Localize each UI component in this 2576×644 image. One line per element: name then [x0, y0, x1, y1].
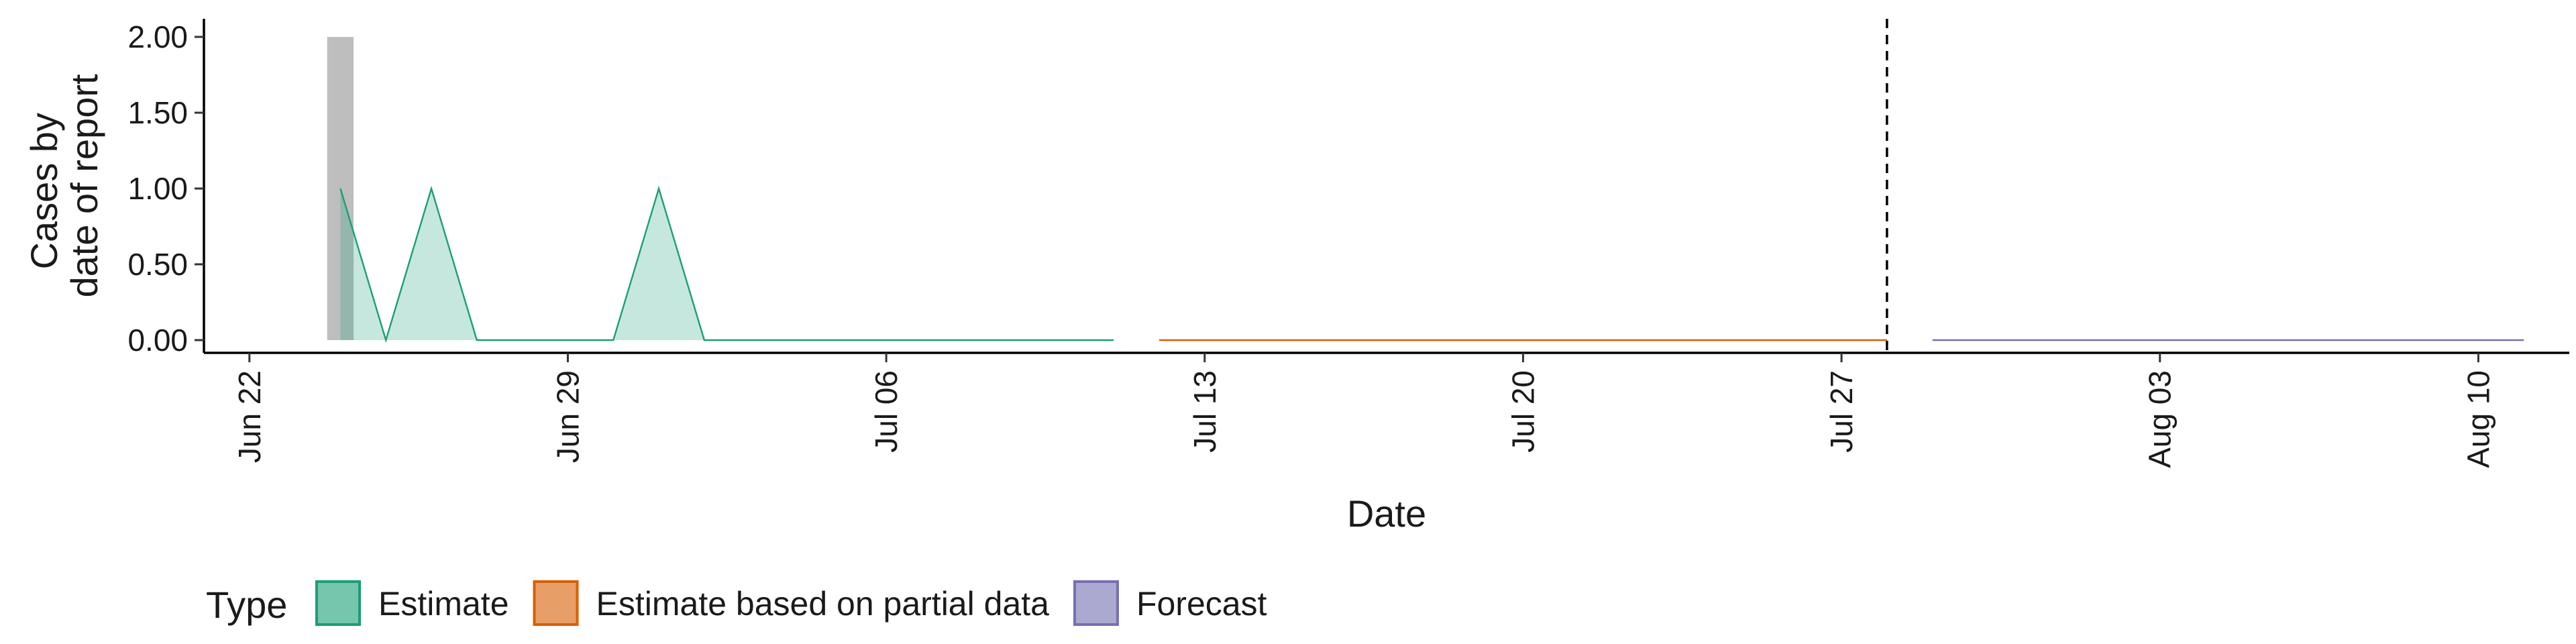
x-axis: Jun 22 Jun 29 Jul 06 Jul 13 Jul 20 Jul 27 Aug … — [204, 352, 2569, 468]
x-tick-label: Jul 27 — [1824, 370, 1859, 453]
plot-panel — [327, 19, 2524, 353]
x-tick-label: Aug 10 — [2461, 370, 2496, 468]
x-tick-label: Jul 13 — [1187, 370, 1222, 453]
y-tick-label: 0.50 — [127, 247, 188, 282]
x-tick-label: Jul 06 — [869, 370, 904, 453]
legend-item-estimate: Estimate — [315, 580, 509, 626]
y-axis-title: Cases by date of report — [23, 74, 105, 298]
legend-swatch-forecast — [1073, 580, 1119, 626]
legend-title: Type — [206, 584, 287, 626]
series-area-estimate — [340, 189, 1114, 340]
x-tick-label: Jun 22 — [232, 370, 267, 463]
y-tick-label: 0.00 — [127, 323, 188, 358]
x-axis-title: Date — [1347, 492, 1426, 535]
series-line-estimate — [339, 185, 1114, 343]
x-tick-label: Aug 03 — [2143, 370, 2178, 468]
y-tick-label: 2.00 — [127, 19, 188, 54]
legend-item-estimate-based-on-partial-data: Estimate based on partial data — [533, 580, 1050, 626]
x-tick-label: Jul 20 — [1505, 370, 1540, 453]
y-axis-title-line-2: date of report — [63, 74, 105, 298]
legend-swatch-estimate — [315, 580, 361, 626]
y-tick-label: 1.00 — [127, 171, 188, 206]
y-axis: 0.00 0.50 1.00 1.50 2.00 — [127, 19, 205, 358]
legend-label-forecast: Forecast — [1136, 585, 1267, 623]
x-tick-label: Jun 29 — [550, 370, 585, 463]
y-axis-title-line-1: Cases by — [23, 113, 65, 269]
legend-item-forecast: Forecast — [1073, 580, 1267, 626]
y-tick-label: 1.50 — [127, 95, 188, 130]
legend-label-estimate: Estimate — [378, 585, 509, 623]
legend: Type Estimate Estimate based on partial d… — [206, 580, 1267, 626]
legend-label-estimate-based-on-partial-data: Estimate based on partial data — [596, 585, 1050, 623]
legend-swatch-estimate-based-on-partial-data — [533, 580, 579, 626]
